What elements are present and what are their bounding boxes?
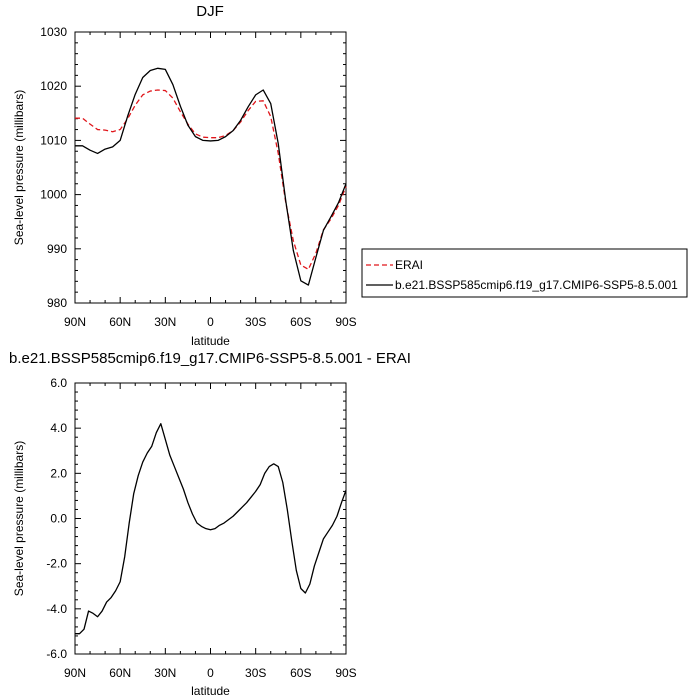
top-panel: DJF 90N 60N 30N 0 30S 60S 90S 980 990 10… [12, 3, 357, 348]
bottom-x-axis-label: latitude [191, 684, 230, 698]
top-xtick-label: 30S [245, 315, 266, 329]
bottom-ytick-label: -6.0 [46, 647, 67, 661]
top-xtick-label: 90N [64, 315, 86, 329]
top-ytick-label: 1000 [40, 188, 67, 202]
legend-label-erai: ERAI [395, 258, 423, 272]
top-chart-title: DJF [196, 3, 224, 20]
bottom-ytick-label: -2.0 [46, 557, 67, 571]
top-ytick-label: 980 [47, 296, 67, 310]
bottom-axis-ticks [74, 382, 347, 655]
bottom-panel: b.e21.BSSP585cmip6.f19_g17.CMIP6-SSP5-8.… [9, 350, 411, 698]
bottom-series-lines [75, 422, 347, 635]
bottom-y-axis-label: Sea-level pressure (millibars) [12, 441, 26, 596]
top-series-line-1 [75, 67, 347, 286]
bottom-ytick-label: 4.0 [50, 421, 67, 435]
bottom-ytick-label: 2.0 [50, 466, 67, 480]
legend: ERAI b.e21.BSSP585cmip6.f19_g17.CMIP6-SS… [361, 248, 688, 298]
top-ytick-label: 990 [47, 242, 67, 256]
bottom-xtick-label: 90N [64, 666, 86, 680]
bottom-xtick-label: 60N [109, 666, 131, 680]
bottom-plot-frame [74, 382, 347, 655]
top-ytick-label: 1030 [40, 25, 67, 39]
bottom-xtick-label: 30S [245, 666, 266, 680]
top-series-line-0 [75, 89, 347, 271]
top-plot-frame [74, 31, 347, 304]
top-xtick-label: 60S [290, 315, 311, 329]
top-axis-ticks [74, 31, 347, 304]
legend-box [361, 248, 688, 298]
bottom-xtick-label: 30N [154, 666, 176, 680]
bottom-xtick-label: 60S [290, 666, 311, 680]
top-series-lines [75, 67, 347, 286]
top-xtick-label: 0 [207, 315, 214, 329]
top-xtick-label: 60N [109, 315, 131, 329]
legend-label-model: b.e21.BSSP585cmip6.f19_g17.CMIP6-SSP5-8.… [395, 278, 678, 292]
top-x-axis-label: latitude [191, 334, 230, 348]
bottom-ytick-label: 6.0 [50, 376, 67, 390]
bottom-chart-title: b.e21.BSSP585cmip6.f19_g17.CMIP6-SSP5-8.… [9, 350, 411, 367]
top-ytick-label: 1010 [40, 133, 67, 147]
top-xtick-label: 90S [335, 315, 356, 329]
top-y-axis-label: Sea-level pressure (millibars) [12, 90, 26, 245]
bottom-series-line-0 [75, 422, 347, 635]
bottom-ytick-label: -4.0 [46, 602, 67, 616]
top-ytick-label: 1020 [40, 79, 67, 93]
bottom-ytick-label: 0.0 [50, 512, 67, 526]
bottom-xtick-label: 0 [207, 666, 214, 680]
bottom-xtick-label: 90S [335, 666, 356, 680]
top-xtick-label: 30N [154, 315, 176, 329]
